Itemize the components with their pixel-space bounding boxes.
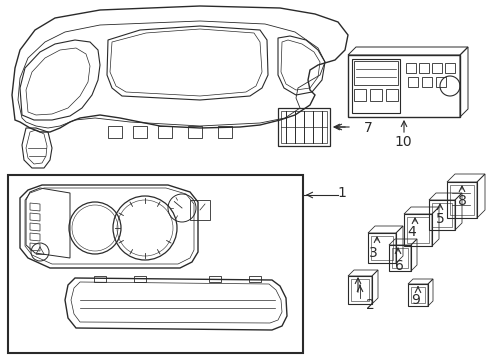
Text: 1: 1 xyxy=(337,186,346,200)
Text: 7: 7 xyxy=(363,121,372,135)
Text: 2: 2 xyxy=(365,298,374,312)
Text: 3: 3 xyxy=(368,246,377,260)
Text: 5: 5 xyxy=(435,212,444,226)
Text: 9: 9 xyxy=(411,293,420,307)
Text: 10: 10 xyxy=(393,135,411,149)
Text: 4: 4 xyxy=(407,225,415,239)
Text: 6: 6 xyxy=(394,259,403,273)
Text: 8: 8 xyxy=(457,194,466,208)
